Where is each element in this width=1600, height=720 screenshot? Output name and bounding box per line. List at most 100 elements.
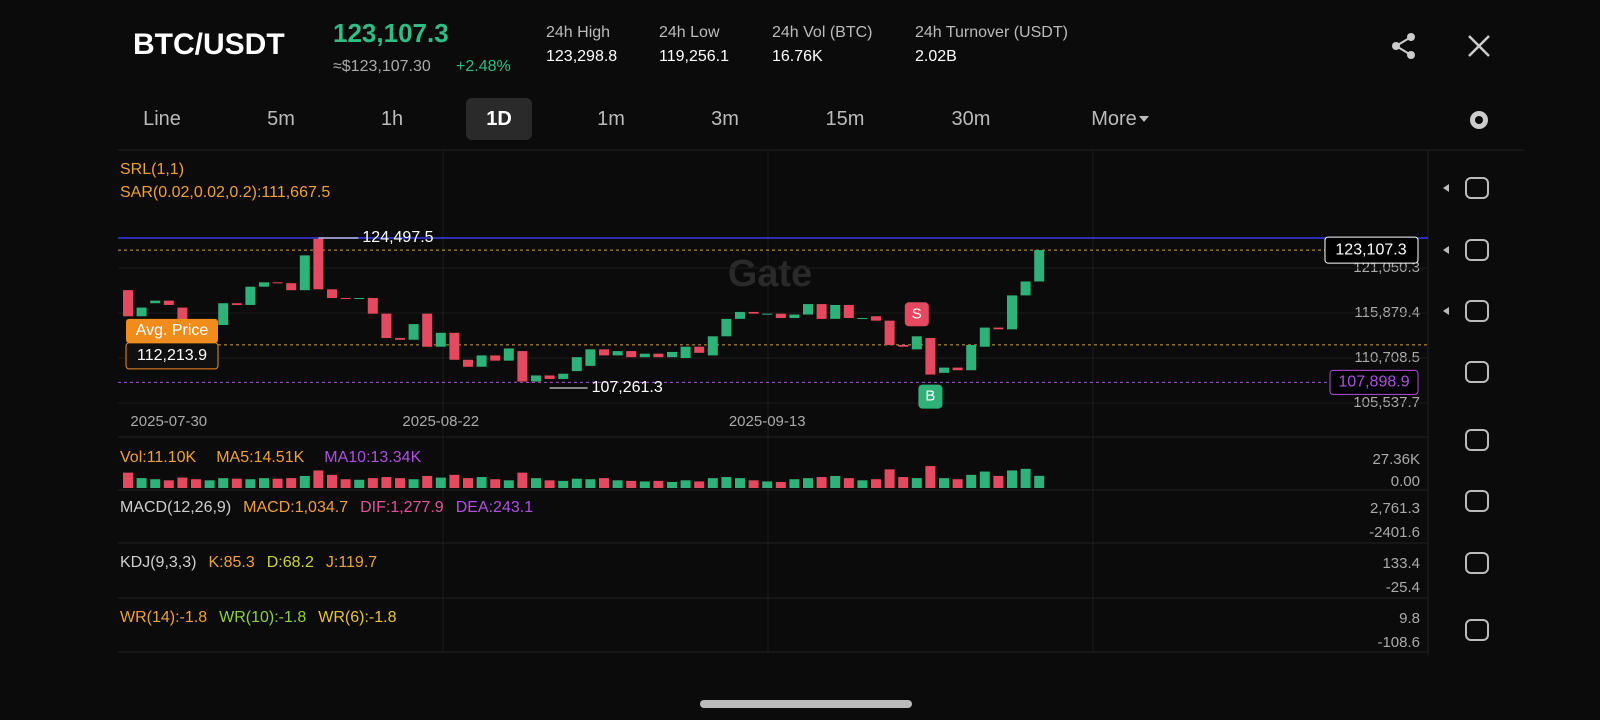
timeframe-tab[interactable]: 15m bbox=[825, 108, 865, 130]
candle bbox=[843, 304, 854, 319]
y-tick-label: 110,708.5 bbox=[1354, 349, 1420, 366]
volume-bar bbox=[531, 478, 541, 488]
indicator-tick-label: -2401.6 bbox=[1369, 524, 1420, 541]
indicator-label: DIF:1,277.9 bbox=[360, 499, 444, 516]
volume-bar bbox=[911, 478, 922, 488]
candle bbox=[857, 318, 868, 320]
signal-label: B bbox=[925, 388, 935, 405]
volume-bar bbox=[381, 477, 392, 488]
stat-value: 123,298.8 bbox=[546, 48, 618, 65]
avg-price-box bbox=[125, 342, 219, 370]
settings-icon[interactable] bbox=[1466, 107, 1492, 133]
tool-icon bbox=[1465, 552, 1489, 574]
volume-bar bbox=[503, 480, 514, 488]
stat-label: 24h High bbox=[546, 24, 611, 41]
candle bbox=[503, 348, 514, 361]
signal-label: S bbox=[912, 305, 922, 322]
x-tick-label: 2025-08-22 bbox=[402, 413, 479, 430]
volume-bar bbox=[354, 479, 365, 488]
candle bbox=[952, 367, 963, 371]
volume-bar bbox=[639, 481, 650, 488]
volume-bar bbox=[313, 470, 324, 488]
close-icon[interactable] bbox=[1467, 34, 1491, 58]
timeframe-tab[interactable]: 5m bbox=[267, 108, 295, 130]
volume-bar bbox=[476, 477, 487, 488]
indicator-label: SRL(1,1) bbox=[120, 161, 184, 178]
volume-bar bbox=[218, 478, 229, 488]
candle bbox=[245, 286, 256, 305]
volume-bar bbox=[816, 477, 827, 488]
candle bbox=[449, 332, 460, 360]
candle bbox=[571, 357, 582, 372]
timeframe-tab[interactable]: 1h bbox=[380, 108, 404, 130]
candle bbox=[367, 298, 378, 314]
candle bbox=[898, 344, 909, 347]
volume-bar bbox=[163, 480, 174, 488]
timeframe-tab[interactable]: 3m bbox=[711, 108, 739, 130]
candle bbox=[395, 338, 405, 340]
volume-bar bbox=[204, 480, 215, 488]
timeframe-tab[interactable]: 30m bbox=[951, 108, 991, 130]
tool-icon bbox=[1465, 490, 1489, 512]
candle bbox=[231, 303, 242, 305]
candle bbox=[599, 349, 609, 356]
volume-bar bbox=[245, 479, 256, 488]
indicator-label: MACD:1,034.7 bbox=[243, 499, 348, 516]
indicator-label: DEA:243.1 bbox=[456, 499, 533, 516]
candle bbox=[1034, 250, 1045, 282]
home-indicator bbox=[700, 700, 912, 708]
volume-bar bbox=[707, 478, 718, 488]
tool-icon bbox=[1465, 361, 1489, 383]
candle bbox=[612, 351, 623, 356]
candle bbox=[286, 283, 297, 291]
last-price-label: 123,107.3 bbox=[1335, 241, 1406, 258]
volume-bar bbox=[1020, 468, 1031, 488]
timeframe-tab[interactable]: More bbox=[1091, 108, 1137, 130]
candle bbox=[558, 373, 569, 379]
indicator-label: SAR(0.02,0.02,0.2):111,667.5 bbox=[120, 184, 330, 201]
candle bbox=[966, 344, 977, 371]
candle bbox=[694, 346, 705, 353]
candle bbox=[707, 336, 718, 356]
candle bbox=[490, 355, 501, 361]
last-price-box bbox=[1324, 236, 1419, 264]
indicator-label: WR(6):-1.8 bbox=[318, 609, 396, 626]
volume-bar bbox=[191, 479, 201, 488]
tool-icon bbox=[1465, 177, 1489, 199]
candle bbox=[789, 314, 800, 319]
volume-bar bbox=[571, 478, 582, 488]
change: +2.48% bbox=[456, 58, 511, 75]
volume-bar bbox=[748, 480, 759, 488]
candle bbox=[884, 320, 895, 345]
high-marker-label: 124,497.5 bbox=[362, 229, 433, 246]
stat-label: 24h Low bbox=[659, 24, 720, 41]
tool-arrow bbox=[1443, 307, 1449, 315]
candle bbox=[993, 327, 1004, 330]
candle bbox=[517, 351, 528, 382]
volume-bar bbox=[952, 479, 963, 488]
level-label: 107,898.9 bbox=[1338, 374, 1409, 391]
volume-bar bbox=[612, 480, 623, 488]
timeframe-tab[interactable]: 1D bbox=[466, 98, 532, 140]
volume-tick-label: 0.00 bbox=[1391, 473, 1420, 490]
tool-icon bbox=[1465, 300, 1489, 322]
timeframe-tab[interactable]: Line bbox=[143, 108, 181, 130]
volume-bar bbox=[259, 478, 269, 488]
volume-bar bbox=[775, 481, 786, 488]
volume-bar bbox=[299, 475, 310, 488]
candle bbox=[354, 298, 365, 300]
volume-bar bbox=[667, 481, 677, 488]
volume-bar bbox=[626, 480, 637, 488]
candle bbox=[327, 289, 337, 299]
timeframe-tab[interactable]: 1m bbox=[597, 108, 625, 130]
y-tick-label: 105,537.7 bbox=[1353, 394, 1420, 411]
candle bbox=[259, 282, 269, 287]
watermark: Gate bbox=[728, 253, 812, 295]
share-icon[interactable] bbox=[1390, 32, 1418, 60]
x-tick-label: 2025-09-13 bbox=[729, 413, 806, 430]
volume-bar bbox=[177, 477, 188, 488]
volume-bar bbox=[653, 480, 664, 488]
candle bbox=[340, 298, 351, 300]
volume-bar bbox=[680, 480, 691, 488]
